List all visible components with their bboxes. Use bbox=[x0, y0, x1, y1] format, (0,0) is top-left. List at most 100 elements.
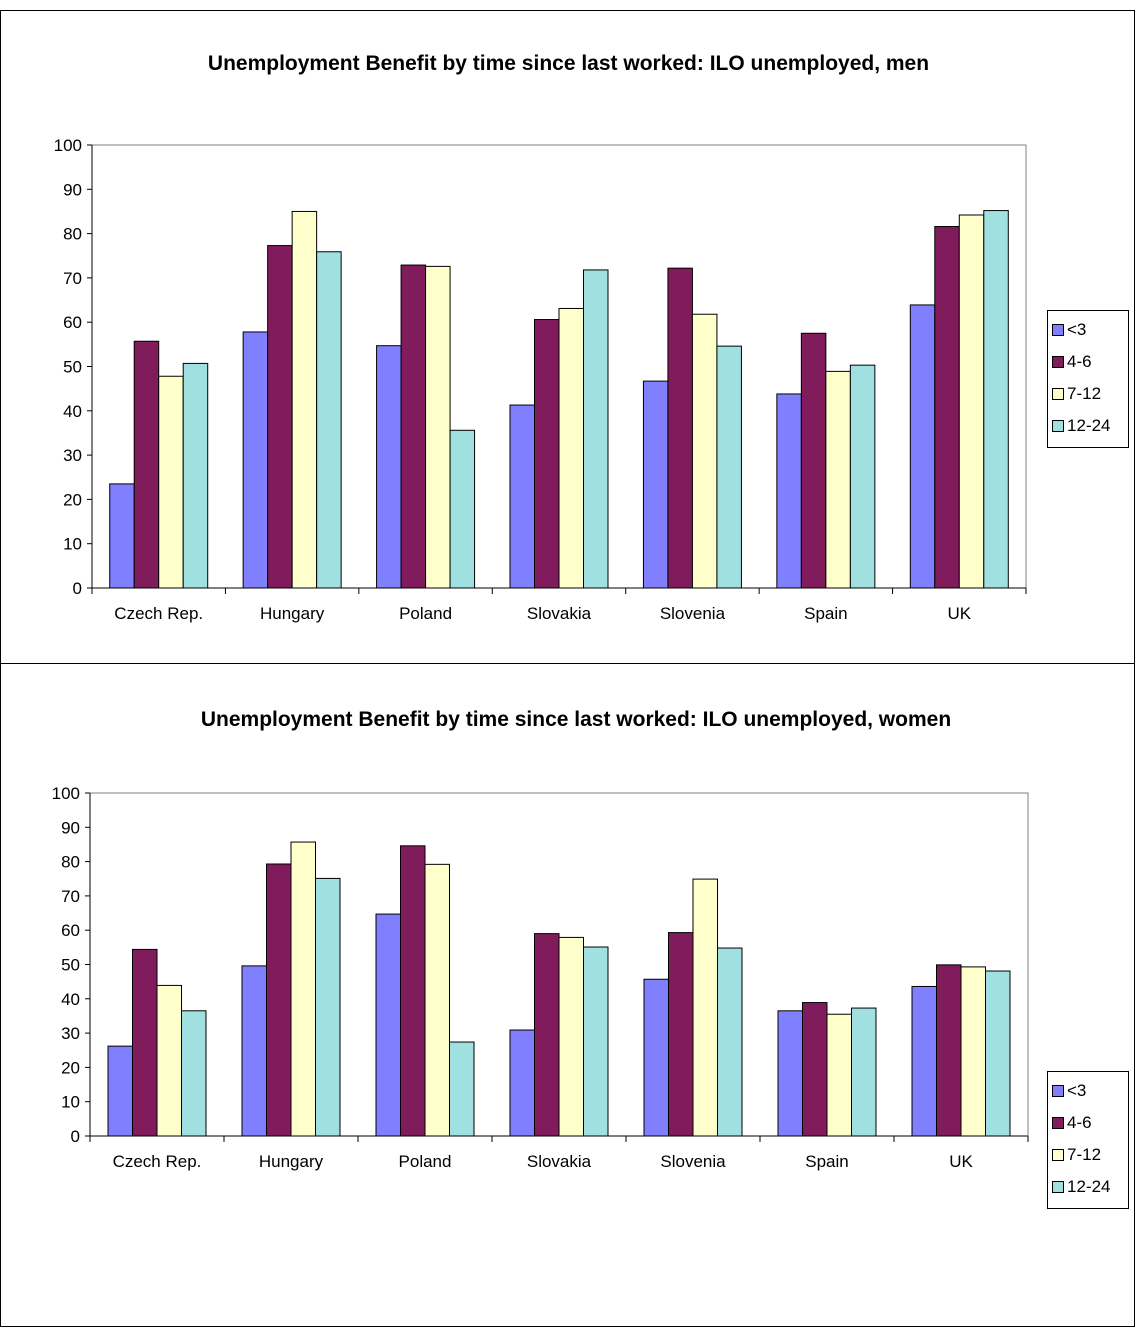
bar-12-24-czech-rep bbox=[182, 362, 209, 589]
bar-12-24-slovenia bbox=[716, 345, 742, 589]
y-tick-label: 70 bbox=[63, 269, 82, 288]
bar-4-6-spain bbox=[802, 1002, 828, 1137]
bar-4-6-slovakia bbox=[534, 319, 560, 589]
bar-4-6-czech-rep bbox=[132, 948, 158, 1137]
y-tick-label: 10 bbox=[61, 1093, 80, 1112]
bar-3-slovakia bbox=[509, 1029, 535, 1137]
bar-12-24-poland bbox=[449, 1041, 475, 1137]
x-tick-label: Slovenia bbox=[660, 604, 726, 623]
y-tick-label: 60 bbox=[61, 921, 80, 940]
bar-12-24-hungary bbox=[316, 251, 342, 589]
bar-3-slovakia bbox=[509, 404, 535, 589]
y-tick-label: 40 bbox=[63, 402, 82, 421]
bar-7-12-slovenia bbox=[691, 313, 718, 589]
x-tick-label: Czech Rep. bbox=[114, 604, 203, 623]
bar-12-24-slovakia bbox=[583, 269, 609, 589]
chart-panel-women: Unemployment Benefit by time since last … bbox=[0, 663, 1135, 1327]
x-tick-label: UK bbox=[949, 1152, 973, 1171]
legend: <3 4-6 7-12 12-24 bbox=[1047, 1071, 1129, 1209]
legend-swatch bbox=[1052, 1085, 1064, 1097]
legend-swatch bbox=[1052, 324, 1064, 336]
y-tick-label: 30 bbox=[63, 446, 82, 465]
legend-label: <3 bbox=[1067, 1081, 1087, 1100]
bar-7-12-poland bbox=[424, 863, 450, 1137]
legend-swatch bbox=[1052, 1117, 1064, 1129]
legend-swatch bbox=[1052, 1149, 1064, 1161]
y-tick-label: 50 bbox=[61, 956, 80, 975]
bar-7-12-spain bbox=[826, 1013, 852, 1137]
bar-7-12-spain bbox=[825, 370, 851, 589]
x-tick-label: Hungary bbox=[260, 604, 325, 623]
bar-7-12-slovakia bbox=[558, 936, 584, 1137]
legend: <3 4-6 7-12 12-24 bbox=[1047, 310, 1129, 448]
x-tick-label: Poland bbox=[399, 1152, 452, 1171]
bar-4-6-poland bbox=[400, 264, 427, 589]
legend-item: 7-12 bbox=[1052, 378, 1128, 410]
legend-label: 12-24 bbox=[1067, 416, 1111, 435]
bar-4-6-slovenia bbox=[667, 267, 693, 589]
y-tick-label: 70 bbox=[61, 887, 80, 906]
bar-4-6-uk bbox=[936, 964, 962, 1137]
legend-swatch bbox=[1052, 420, 1064, 432]
legend-swatch bbox=[1052, 1181, 1064, 1193]
chart-panel-men: Unemployment Benefit by time since last … bbox=[0, 10, 1135, 663]
bar-4-6-czech-rep bbox=[133, 340, 160, 589]
x-tick-label: Slovenia bbox=[660, 1152, 726, 1171]
bar-3-hungary bbox=[242, 331, 269, 589]
x-tick-label: UK bbox=[947, 604, 971, 623]
y-tick-label: 10 bbox=[63, 535, 82, 554]
legend-item: 7-12 bbox=[1052, 1139, 1128, 1171]
bar-3-hungary bbox=[241, 965, 267, 1137]
legend-label: 7-12 bbox=[1067, 1145, 1102, 1164]
legend-swatch bbox=[1052, 388, 1064, 400]
y-tick-label: 0 bbox=[73, 579, 82, 598]
legend-item: <3 bbox=[1052, 314, 1128, 346]
bar-7-12-poland bbox=[425, 265, 451, 589]
bar-7-12-czech-rep bbox=[158, 375, 184, 589]
y-tick-label: 80 bbox=[61, 853, 80, 872]
y-tick-label: 20 bbox=[63, 490, 82, 509]
bar-chart-women: 0 10 20 30 40 50 60 70 80 90 100 Czech Rep. Hungary P… bbox=[52, 784, 1029, 1171]
bar-7-12-hungary bbox=[290, 841, 316, 1137]
legend-item: 12-24 bbox=[1052, 1171, 1128, 1203]
bar-12-24-uk bbox=[983, 210, 1009, 589]
chart-title: Unemployment Benefit by time since last … bbox=[207, 52, 930, 75]
bar-12-24-czech-rep bbox=[181, 1010, 207, 1137]
bar-12-24-hungary bbox=[315, 877, 341, 1137]
bar-4-6-poland bbox=[400, 845, 426, 1137]
y-tick-label: 80 bbox=[63, 225, 82, 244]
bar-3-slovenia bbox=[642, 380, 669, 589]
y-tick-label: 90 bbox=[63, 180, 82, 199]
bar-3-poland bbox=[376, 345, 402, 589]
bar-3-uk bbox=[911, 985, 937, 1137]
bar-12-24-slovakia bbox=[583, 946, 609, 1137]
y-tick-label: 100 bbox=[54, 136, 82, 155]
bar-7-12-uk bbox=[958, 214, 985, 589]
bar-3-uk bbox=[909, 304, 936, 589]
chart-title: Unemployment Benefit by time since last … bbox=[200, 708, 952, 731]
bar-4-6-slovenia bbox=[668, 932, 694, 1137]
bar-7-12-slovenia bbox=[692, 878, 718, 1137]
bar-12-24-uk bbox=[985, 970, 1011, 1137]
legend-item: <3 bbox=[1052, 1075, 1128, 1107]
legend-swatch bbox=[1052, 356, 1064, 368]
legend-label: 4-6 bbox=[1067, 1113, 1092, 1132]
y-tick-label: 40 bbox=[61, 990, 80, 1009]
legend-label: 7-12 bbox=[1067, 384, 1102, 403]
bar-12-24-poland bbox=[449, 429, 476, 589]
bar-7-12-slovakia bbox=[558, 307, 584, 589]
y-tick-label: 20 bbox=[61, 1058, 80, 1077]
x-tick-label: Czech Rep. bbox=[113, 1152, 202, 1171]
bar-12-24-spain bbox=[851, 1007, 877, 1137]
y-tick-label: 0 bbox=[71, 1127, 80, 1146]
legend-item: 4-6 bbox=[1052, 1107, 1128, 1139]
bar-4-6-spain bbox=[800, 332, 827, 589]
y-tick-label: 90 bbox=[61, 818, 80, 837]
legend-item: 4-6 bbox=[1052, 346, 1128, 378]
x-tick-label: Slovakia bbox=[527, 1152, 592, 1171]
bar-3-spain bbox=[776, 393, 802, 589]
bar-7-12-hungary bbox=[291, 210, 318, 589]
x-tick-label: Spain bbox=[804, 604, 847, 623]
bar-4-6-hungary bbox=[267, 245, 293, 589]
bar-3-poland bbox=[375, 913, 401, 1137]
